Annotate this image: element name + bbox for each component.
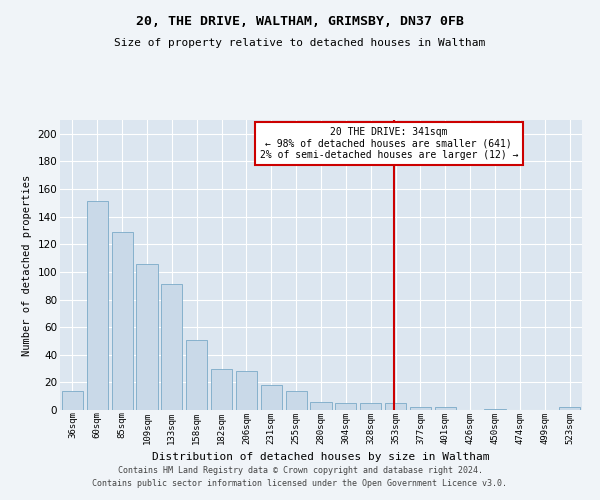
Bar	[435, 407, 456, 410]
Bar	[286, 390, 307, 410]
Bar	[261, 385, 282, 410]
Bar	[87, 202, 108, 410]
Bar	[385, 403, 406, 410]
Bar	[410, 407, 431, 410]
Text: 20 THE DRIVE: 341sqm
← 98% of detached houses are smaller (641)
2% of semi-detac: 20 THE DRIVE: 341sqm ← 98% of detached h…	[260, 127, 518, 160]
Bar	[335, 403, 356, 410]
Text: Distribution of detached houses by size in Waltham: Distribution of detached houses by size …	[152, 452, 490, 462]
Text: Size of property relative to detached houses in Waltham: Size of property relative to detached ho…	[115, 38, 485, 48]
Bar	[211, 368, 232, 410]
Bar	[136, 264, 158, 410]
Bar	[161, 284, 182, 410]
Bar	[484, 408, 506, 410]
Bar	[236, 372, 257, 410]
Text: 20, THE DRIVE, WALTHAM, GRIMSBY, DN37 0FB: 20, THE DRIVE, WALTHAM, GRIMSBY, DN37 0F…	[136, 15, 464, 28]
Bar	[62, 390, 83, 410]
Y-axis label: Number of detached properties: Number of detached properties	[22, 174, 32, 356]
Bar	[559, 407, 580, 410]
Bar	[310, 402, 332, 410]
Bar	[112, 232, 133, 410]
Bar	[360, 403, 381, 410]
Text: Contains HM Land Registry data © Crown copyright and database right 2024.
Contai: Contains HM Land Registry data © Crown c…	[92, 466, 508, 487]
Bar	[186, 340, 207, 410]
